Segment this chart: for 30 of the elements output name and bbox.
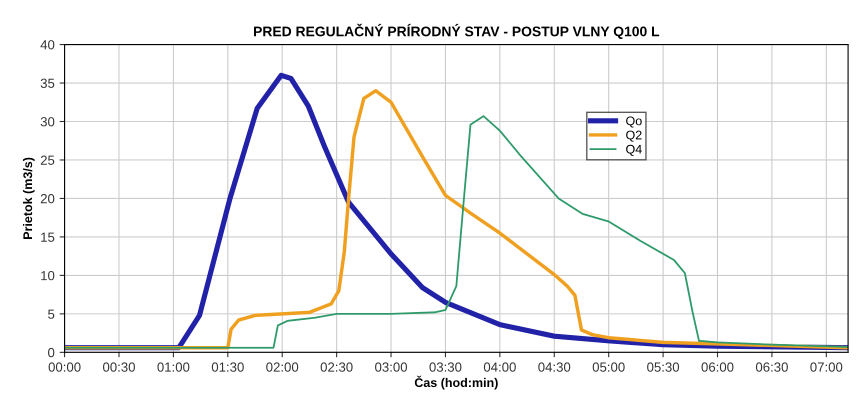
y-tick-label: 10: [41, 270, 54, 280]
chart-title: PRED REGULAČNÝ PRÍRODNÝ STAV - POSTUP VLNY Q100 L: [254, 24, 660, 39]
x-tick-label: 02:00: [266, 362, 298, 372]
y-tick-label: 15: [41, 232, 54, 242]
x-tick-label: 06:30: [756, 362, 788, 372]
legend-label: Qo: [626, 116, 642, 128]
x-tick-label: 00:00: [48, 362, 81, 372]
x-tick-label: 03:00: [375, 362, 408, 372]
legend-label: Q2: [626, 130, 642, 142]
x-tick-label: 03:30: [429, 362, 462, 372]
x-tick-label: 06:00: [702, 362, 734, 372]
y-tick-label: 30: [40, 117, 54, 126]
x-axis-title: Čas (hod:min): [414, 376, 498, 390]
y-tick-label: 5: [48, 310, 54, 319]
x-tick-label: 00:30: [102, 362, 135, 372]
y-tick-label: 40: [40, 40, 54, 50]
x-tick-label: 04:30: [538, 362, 570, 372]
x-tick-label: 01:00: [157, 362, 190, 372]
x-tick-label: 04:00: [484, 362, 516, 372]
legend-label: Q4: [626, 144, 642, 156]
y-tick-label: 25: [40, 156, 54, 165]
y-axis-title: Prietok (m3/s): [22, 158, 35, 239]
x-tick-label: 07:00: [810, 362, 842, 372]
x-tick-label: 05:00: [592, 362, 625, 372]
x-tick-label: 02:30: [320, 362, 353, 372]
x-tick-label: 05:30: [647, 362, 680, 372]
x-tick-label: 01:30: [212, 362, 244, 372]
y-tick-label: 20: [40, 194, 54, 204]
y-tick-label: 35: [40, 78, 54, 88]
y-tick-label: 0: [48, 348, 54, 358]
